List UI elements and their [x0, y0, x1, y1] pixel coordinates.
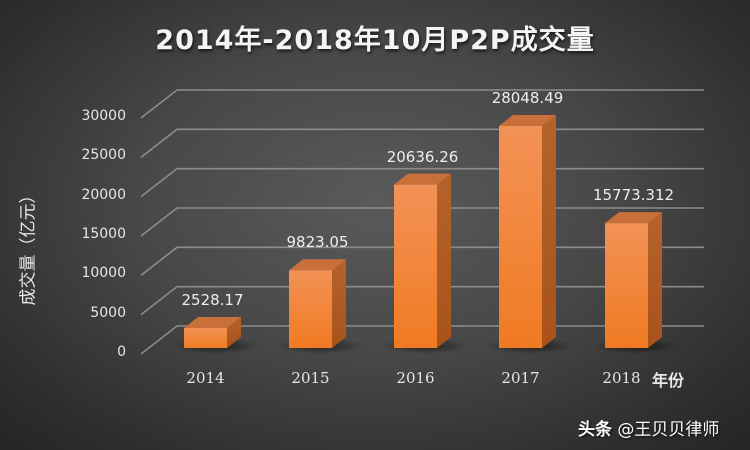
- bars: [172, 115, 680, 354]
- bar-2018: [593, 212, 680, 354]
- bar-2016: [382, 173, 469, 354]
- bar-2017: [487, 115, 574, 354]
- y-tick-label: 5000: [90, 304, 126, 321]
- data-label: 20636.26: [386, 147, 459, 166]
- data-label: 28048.49: [491, 89, 564, 107]
- data-label: 15773.312: [592, 186, 675, 205]
- data-label: 9823.05: [286, 233, 349, 252]
- x-tick-label: 2018: [602, 369, 641, 387]
- y-tick-label: 30000: [81, 108, 126, 124]
- data-label: 2528.17: [181, 290, 244, 309]
- y-tick-label: 10000: [81, 265, 126, 282]
- y-tick-label: 0: [117, 344, 126, 360]
- x-tick-label: 2016: [396, 369, 435, 387]
- bar-2014: [172, 316, 259, 354]
- x-tick-label: 2014: [186, 369, 225, 387]
- y-tick-label: 20000: [81, 186, 126, 203]
- watermark-handle: @王贝贝律师: [617, 420, 720, 440]
- x-tick-label: 2015: [291, 369, 330, 387]
- bar-2015: [277, 259, 364, 354]
- y-tick-label: 25000: [81, 147, 126, 164]
- gridline: [140, 89, 704, 119]
- watermark: 头条 @王贝贝律师: [578, 415, 719, 440]
- watermark-brand: 头条: [578, 420, 612, 440]
- y-tick-label: 15000: [81, 226, 126, 242]
- x-tick-label: 2017: [501, 369, 540, 387]
- x-axis-label: 年份: [652, 371, 685, 390]
- chart-title: 2014年-2018年10月P2P成交量: [155, 25, 595, 56]
